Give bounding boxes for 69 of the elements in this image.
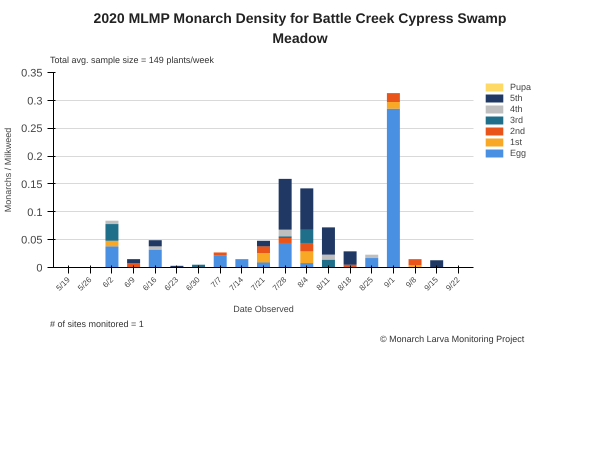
bar	[300, 188, 314, 230]
bar	[386, 92, 400, 102]
legend-label: 4th	[510, 104, 524, 114]
y-tick-label: 0.25	[21, 123, 43, 136]
x-tick-label: 9/1	[382, 274, 397, 290]
y-tick-label: 0.3	[27, 95, 43, 108]
bar	[322, 227, 335, 255]
bar	[278, 229, 292, 236]
bar	[257, 252, 270, 262]
legend-label: 3rd	[510, 114, 524, 125]
x-tick-label: 6/2	[100, 274, 116, 290]
bar	[408, 258, 422, 266]
x-tick-label: 6/30	[184, 274, 202, 293]
bar	[105, 246, 118, 268]
y-tick-label: 0.35	[21, 67, 43, 80]
x-tick-label: 6/16	[141, 274, 159, 293]
x-tick-label: 7/21	[249, 274, 268, 293]
bar	[105, 240, 118, 246]
chart-title: 2020 MLMP Monarch Density for Battle Creek Cypress Swamp Meadow	[92, 9, 508, 48]
legend-label: 5th	[510, 92, 524, 103]
x-tick-label: 7/28	[270, 274, 289, 293]
legend-label: Pupa	[510, 82, 532, 92]
x-axis-title: Date Observed	[233, 304, 294, 314]
bar	[214, 252, 227, 256]
bar	[386, 102, 400, 109]
x-tick-label: 8/4	[296, 274, 310, 290]
x-tick-label: 5/26	[76, 274, 94, 293]
bar	[278, 242, 292, 268]
text: © Monarch Larva Monitoring Project	[380, 332, 524, 346]
bar	[257, 240, 270, 246]
y-tick-label: 0.2	[27, 150, 43, 163]
legend-label: Egg	[510, 148, 528, 158]
chart-subtitle: Total avg. sample size = 149 plants/week	[50, 54, 214, 67]
x-tick-label: 9/8	[404, 274, 419, 290]
x-tick-label: 6/23	[162, 274, 180, 293]
bar	[322, 260, 335, 268]
legend-label: 2nd	[510, 126, 526, 136]
y-tick-label: 0.1	[27, 206, 43, 219]
legend-label: 1st	[510, 136, 524, 147]
bar	[365, 254, 378, 258]
bar	[344, 251, 357, 265]
x-tick-label: 7/7	[209, 274, 224, 290]
bar	[214, 255, 227, 268]
x-tick-label: 8/11	[314, 274, 332, 292]
bar	[257, 246, 270, 253]
bar	[235, 258, 248, 268]
bar	[148, 240, 162, 246]
bar	[105, 224, 118, 241]
bar	[365, 258, 378, 268]
y-axis-title: Monarchs / Milkweed	[3, 128, 14, 212]
x-tick-label: 8/18	[336, 274, 354, 293]
x-tick-label: 5/19	[54, 274, 72, 293]
bar	[322, 254, 335, 260]
bar	[278, 238, 292, 243]
bar	[127, 258, 140, 263]
x-tick-label: 9/22	[444, 274, 462, 293]
bar	[300, 229, 314, 243]
y-tick-label: 0	[36, 262, 43, 274]
x-tick-label: 6/9	[122, 274, 138, 290]
bar	[300, 242, 314, 252]
bar	[300, 251, 314, 263]
bar	[105, 220, 118, 224]
bar	[386, 108, 400, 268]
x-tick-label: 7/14	[228, 274, 246, 293]
y-tick-label: 0.05	[21, 234, 43, 246]
y-tick-label: 0.15	[21, 178, 43, 191]
bar	[278, 178, 292, 230]
bar	[148, 250, 162, 268]
text: # of sites monitored = 1	[50, 318, 144, 331]
